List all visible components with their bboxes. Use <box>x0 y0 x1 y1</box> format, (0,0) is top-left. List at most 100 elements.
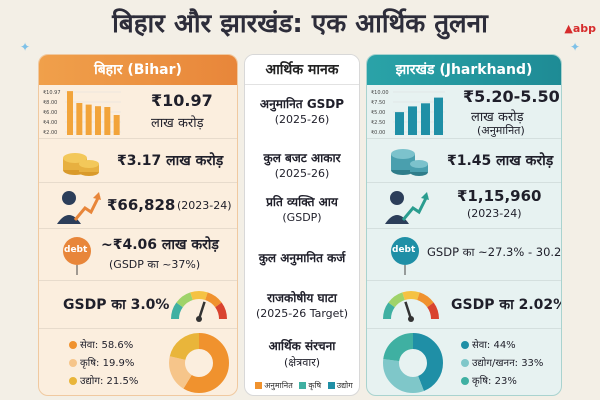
bar <box>67 91 73 135</box>
gauge-segment <box>204 292 222 308</box>
bihar-legend-item: उद्योग: 21.5% <box>69 373 138 387</box>
jharkhand-debt: GSDP का ~27.3% - 30.2% <box>427 245 562 259</box>
gauge-segment <box>383 302 395 320</box>
bihar-gsdp-value: ₹10.97 <box>151 91 213 110</box>
tick-label: ₹10.00 <box>371 90 389 96</box>
bihar-structure-donut <box>169 333 229 393</box>
jharkhand-gsdp-note: (अनुमानित) <box>477 124 525 137</box>
bar <box>421 103 430 135</box>
donut-slice <box>383 333 443 393</box>
bar <box>408 106 417 135</box>
tick-label: ₹8.00 <box>43 100 57 106</box>
page-title: बिहार और झारखंड: एक आर्थिक तुलना <box>112 9 488 39</box>
bar <box>76 103 83 135</box>
debt-balloon-icon <box>391 237 419 275</box>
gauge-needle <box>197 301 206 320</box>
metrics-legend: अनुमानित कृषि उद्योग <box>245 380 359 391</box>
person-growth-icon <box>57 191 101 224</box>
metric-sub: (क्षेत्रवार) <box>283 356 320 369</box>
jharkhand-gsdp-value: ₹5.20-5.50 <box>463 87 560 106</box>
gauge-segment <box>388 292 406 308</box>
bihar-debt-row: debt ~₹4.06 लाख करोड़ (GSDP का ~37%) <box>39 229 237 281</box>
coins-icon <box>63 153 99 176</box>
jharkhand-gsdp-unit: लाख करोड़ <box>471 110 524 125</box>
jharkhand-gsdp-chart: ₹10.00 ₹7.50 ₹5.00 ₹2.50 ₹0.00 <box>371 90 445 136</box>
metric-sub: (2025-26 Target) <box>255 307 349 320</box>
debt-balloon-icon <box>63 237 91 275</box>
donut-slice <box>169 333 229 393</box>
sparkle-icon: ✦ <box>20 40 31 54</box>
jharkhand-legend-item: उद्योग/खनन: 33% <box>461 355 543 369</box>
debt-badge: debt <box>392 245 416 255</box>
tick-label: ₹2.00 <box>43 130 57 136</box>
jharkhand-percapita-row: ₹1,15,960 (2023-24) <box>367 183 561 229</box>
gauge-hub <box>196 316 202 322</box>
bar <box>395 112 404 135</box>
bihar-legend-item: कृषि: 19.9% <box>69 355 134 369</box>
gauge-hub <box>408 316 414 322</box>
jharkhand-structure-donut <box>383 333 443 393</box>
bihar-budget-row: ₹3.17 लाख करोड़ <box>39 139 237 183</box>
jharkhand-budget-row: ₹1.45 लाख करोड़ <box>367 139 561 183</box>
gauge-needle <box>404 301 413 320</box>
metric-label: कुल बजट आकार <box>263 151 341 165</box>
jharkhand-per-capita: ₹1,15,960 <box>457 187 542 205</box>
bihar-legend-item: सेवा: 58.6% <box>69 337 133 351</box>
bihar-panel: बिहार (Bihar) ₹10.97 ₹8.00 ₹6.00 ₹4.00 ₹2.00… <box>38 54 238 396</box>
donut-slice <box>169 333 229 393</box>
jharkhand-legend-item: सेवा: 44% <box>461 337 516 351</box>
person-growth-icon <box>385 191 429 224</box>
bihar-budget: ₹3.17 लाख करोड़ <box>117 153 224 169</box>
tick-label: ₹7.50 <box>371 100 385 106</box>
jharkhand-header: झारखंड (Jharkhand) <box>367 55 561 85</box>
bihar-gsdp-chart: ₹10.97 ₹8.00 ₹6.00 ₹4.00 ₹2.00 <box>43 90 121 136</box>
jharkhand-deficit-row: GSDP का 2.02% <box>367 281 561 329</box>
tick-label: ₹10.97 <box>43 90 61 96</box>
bihar-debt-sub: (GSDP का ~37%) <box>109 258 201 271</box>
gauge-segment <box>190 291 208 301</box>
coins-icon <box>391 149 428 176</box>
jharkhand-panel: झारखंड (Jharkhand) ₹10.00 ₹7.50 ₹5.00 ₹2.50… <box>366 54 562 396</box>
bar <box>104 107 111 135</box>
bar <box>434 97 443 135</box>
tick-label: ₹6.00 <box>43 110 57 116</box>
sparkle-icon: ✦ <box>570 40 581 54</box>
bihar-per-capita-year: (2023-24) <box>177 199 232 212</box>
tick-label: ₹4.00 <box>43 120 57 126</box>
bihar-deficit-row: GSDP का 3.0% <box>39 281 237 329</box>
deficit-gauge <box>171 291 227 322</box>
gauge-segment <box>171 302 183 320</box>
jharkhand-structure-row: सेवा: 44% उद्योग/खनन: 33% कृषि: 23% <box>367 329 561 395</box>
jharkhand-debt-row: debt GSDP का ~27.3% - 30.2% <box>367 229 561 281</box>
bihar-per-capita: ₹66,828 <box>107 196 176 214</box>
jharkhand-deficit: GSDP का 2.02% <box>451 297 562 313</box>
tick-label: ₹0.00 <box>371 130 385 136</box>
deficit-gauge <box>383 291 439 322</box>
jharkhand-legend-item: कृषि: 23% <box>461 373 517 387</box>
donut-slice <box>383 333 443 393</box>
metric-label: कुल अनुमानित कर्ज <box>258 251 346 265</box>
bar <box>113 115 120 135</box>
bihar-header: बिहार (Bihar) <box>39 55 237 85</box>
metric-label: आर्थिक संरचना <box>268 339 336 353</box>
bar <box>95 106 101 135</box>
gauge-segment <box>427 302 439 320</box>
brand-logo: ▲abp <box>564 22 596 35</box>
metrics-panel: आर्थिक मानक अनुमानित GSDP (2025-26) कुल … <box>244 54 360 396</box>
gauge-segment <box>215 302 227 320</box>
debt-badge: debt <box>64 245 88 255</box>
jharkhand-gsdp-row: ₹10.00 ₹7.50 ₹5.00 ₹2.50 ₹0.00 ₹5.20-5.50 ला… <box>367 85 561 139</box>
metric-sub: (GSDP) <box>282 211 322 224</box>
jharkhand-budget: ₹1.45 लाख करोड़ <box>447 153 554 169</box>
metric-label: प्रति व्यक्ति आय <box>266 195 338 209</box>
metrics-header: आर्थिक मानक <box>245 55 359 85</box>
bihar-debt: ~₹4.06 लाख करोड़ <box>101 237 219 253</box>
tick-label: ₹2.50 <box>371 120 385 126</box>
gauge-segment <box>176 292 194 308</box>
bar <box>85 104 92 135</box>
bihar-deficit: GSDP का 3.0% <box>63 297 170 313</box>
metric-sub: (2025-26) <box>274 167 330 180</box>
jharkhand-per-capita-year: (2023-24) <box>467 207 522 220</box>
bihar-gsdp-unit: लाख करोड़ <box>151 116 204 131</box>
gauge-segment <box>402 291 420 301</box>
